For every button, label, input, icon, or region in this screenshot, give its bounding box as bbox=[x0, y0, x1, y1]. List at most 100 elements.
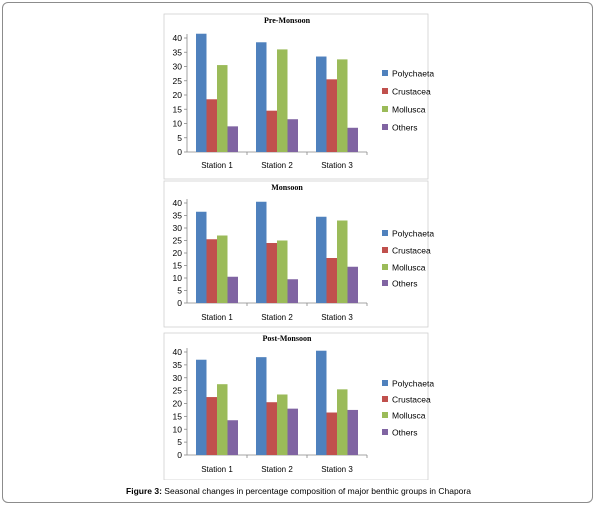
legend-label-others: Others bbox=[392, 428, 418, 438]
bar-mollusca-2 bbox=[277, 240, 288, 303]
category-label: Station 3 bbox=[321, 313, 353, 322]
bar-polychaeta-2 bbox=[256, 357, 267, 455]
bar-polychaeta-1 bbox=[196, 211, 207, 303]
legend-swatch-polychaeta bbox=[382, 230, 388, 236]
charts-svg: Pre-Monsoon 0 5 10 15 20 25 30 35 40 Station 1 Stat… bbox=[163, 13, 434, 480]
category-label: Station 3 bbox=[321, 161, 353, 170]
bar-crustacea-2 bbox=[266, 402, 277, 455]
chart-title: Pre-Monsoon bbox=[264, 16, 311, 25]
legend-label-polychaeta: Polychaeta bbox=[392, 229, 434, 239]
bar-others-3 bbox=[347, 409, 358, 455]
y-tick-label: 5 bbox=[177, 437, 182, 447]
chart-panel-3: Post-Monsoon 0 5 10 15 20 25 30 35 40 Station 1 Sta… bbox=[163, 332, 434, 480]
category-label: Station 1 bbox=[201, 313, 233, 322]
bar-mollusca-1 bbox=[217, 65, 228, 152]
bar-mollusca-3 bbox=[337, 59, 348, 152]
legend-swatch-polychaeta bbox=[382, 380, 388, 386]
y-tick-label: 20 bbox=[173, 248, 183, 258]
figure-frame bbox=[2, 2, 593, 503]
bar-mollusca-1 bbox=[217, 235, 228, 303]
bar-others-3 bbox=[347, 127, 358, 152]
bar-polychaeta-3 bbox=[316, 216, 327, 303]
y-tick-label: 0 bbox=[177, 147, 182, 157]
bar-mollusca-2 bbox=[277, 49, 288, 152]
bar-crustacea-1 bbox=[206, 397, 217, 455]
legend-swatch-others bbox=[382, 124, 388, 130]
bar-polychaeta-3 bbox=[316, 56, 327, 152]
bar-polychaeta-2 bbox=[256, 42, 267, 152]
figure-caption: Figure 3: Seasonal changes in percentage… bbox=[0, 486, 597, 496]
legend-label-mollusca: Mollusca bbox=[392, 411, 426, 421]
y-tick-label: 0 bbox=[177, 450, 182, 460]
legend-swatch-crustacea bbox=[382, 247, 388, 253]
y-tick-label: 35 bbox=[173, 360, 183, 370]
category-label: Station 2 bbox=[261, 313, 293, 322]
y-tick-label: 30 bbox=[173, 62, 183, 72]
y-tick-label: 40 bbox=[173, 347, 183, 357]
y-tick-label: 25 bbox=[173, 236, 183, 246]
y-tick-label: 10 bbox=[173, 424, 183, 434]
bar-others-1 bbox=[227, 420, 238, 455]
bar-crustacea-2 bbox=[266, 243, 277, 303]
legend-label-mollusca: Mollusca bbox=[392, 263, 426, 273]
legend-swatch-others bbox=[382, 280, 388, 286]
category-label: Station 2 bbox=[261, 465, 293, 474]
y-tick-label: 15 bbox=[173, 261, 183, 271]
y-tick-label: 40 bbox=[173, 33, 183, 43]
legend-swatch-others bbox=[382, 429, 388, 435]
legend-swatch-mollusca bbox=[382, 106, 388, 112]
bar-crustacea-3 bbox=[326, 79, 337, 152]
bar-others-2 bbox=[287, 408, 298, 455]
bar-polychaeta-2 bbox=[256, 201, 267, 303]
y-tick-label: 0 bbox=[177, 298, 182, 308]
bar-others-3 bbox=[347, 266, 358, 303]
caption-text: Seasonal changes in percentage compositi… bbox=[161, 486, 471, 496]
bar-polychaeta-3 bbox=[316, 350, 327, 455]
legend-swatch-crustacea bbox=[382, 396, 388, 402]
y-tick-label: 35 bbox=[173, 47, 183, 57]
caption-label: Figure 3: bbox=[126, 486, 162, 496]
legend-swatch-polychaeta bbox=[382, 70, 388, 76]
bar-mollusca-3 bbox=[337, 220, 348, 303]
chart-panel-2: Monsoon 0 5 10 15 20 25 30 35 40 Station 1 Station … bbox=[163, 180, 434, 328]
y-tick-label: 40 bbox=[173, 198, 183, 208]
bar-mollusca-3 bbox=[337, 389, 348, 455]
bar-mollusca-1 bbox=[217, 384, 228, 455]
bar-crustacea-2 bbox=[266, 110, 277, 152]
bar-crustacea-3 bbox=[326, 258, 337, 303]
y-tick-label: 10 bbox=[173, 119, 183, 129]
y-tick-label: 35 bbox=[173, 211, 183, 221]
legend-label-crustacea: Crustacea bbox=[392, 246, 431, 256]
y-tick-label: 5 bbox=[177, 286, 182, 296]
y-tick-label: 30 bbox=[173, 223, 183, 233]
bar-polychaeta-1 bbox=[196, 33, 207, 152]
legend-swatch-crustacea bbox=[382, 88, 388, 94]
y-tick-label: 20 bbox=[173, 399, 183, 409]
y-tick-label: 15 bbox=[173, 411, 183, 421]
legend-label-others: Others bbox=[392, 123, 418, 133]
category-label: Station 1 bbox=[201, 161, 233, 170]
legend-swatch-mollusca bbox=[382, 412, 388, 418]
category-label: Station 1 bbox=[201, 465, 233, 474]
legend-label-crustacea: Crustacea bbox=[392, 395, 431, 405]
legend-label-others: Others bbox=[392, 279, 418, 289]
bar-crustacea-3 bbox=[326, 412, 337, 455]
bar-others-2 bbox=[287, 119, 298, 152]
category-label: Station 3 bbox=[321, 465, 353, 474]
bar-others-1 bbox=[227, 126, 238, 152]
y-tick-label: 5 bbox=[177, 133, 182, 143]
y-tick-label: 25 bbox=[173, 386, 183, 396]
y-tick-label: 25 bbox=[173, 76, 183, 86]
chart-title: Monsoon bbox=[271, 183, 303, 192]
category-label: Station 2 bbox=[261, 161, 293, 170]
y-tick-label: 10 bbox=[173, 273, 183, 283]
bar-crustacea-1 bbox=[206, 99, 217, 152]
chart-title: Post-Monsoon bbox=[263, 334, 312, 343]
y-tick-label: 15 bbox=[173, 104, 183, 114]
bar-others-2 bbox=[287, 279, 298, 303]
legend-label-mollusca: Mollusca bbox=[392, 105, 426, 115]
y-tick-label: 20 bbox=[173, 90, 183, 100]
bar-others-1 bbox=[227, 276, 238, 303]
legend-label-polychaeta: Polychaeta bbox=[392, 379, 434, 389]
legend-label-polychaeta: Polychaeta bbox=[392, 69, 434, 79]
